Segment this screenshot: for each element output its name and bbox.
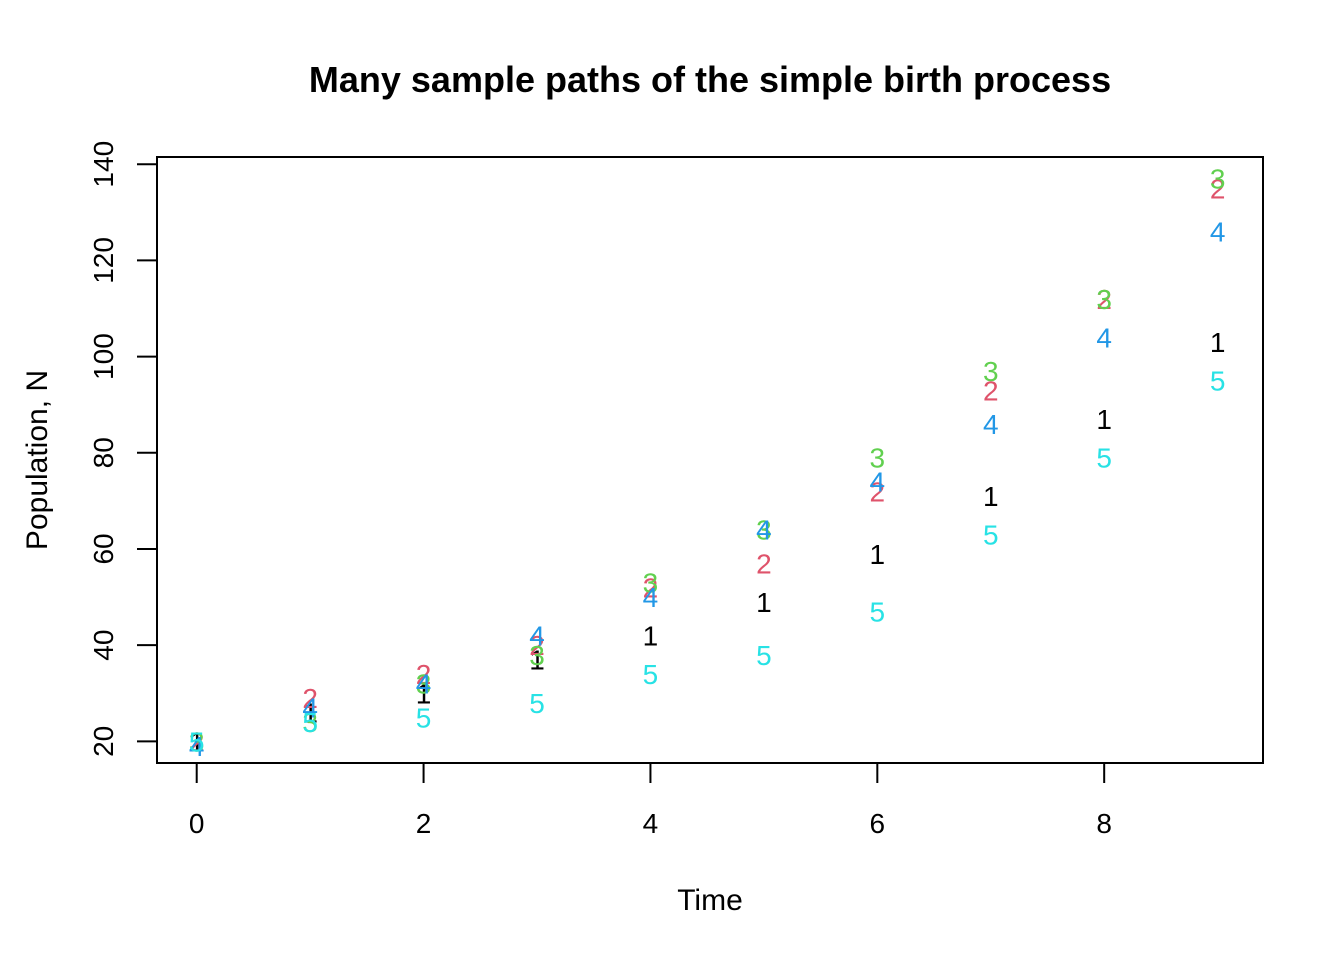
y-tick-label: 120 <box>88 237 119 284</box>
data-point: 1 <box>643 621 659 652</box>
data-point: 2 <box>189 726 205 757</box>
data-point: 1 <box>189 726 205 757</box>
data-point: 2 <box>1210 173 1226 204</box>
x-tick-label: 4 <box>643 808 659 839</box>
data-point: 5 <box>643 659 659 690</box>
data-points: 1111111111222222222233333333334444444444… <box>189 164 1226 763</box>
data-point: 1 <box>870 539 886 570</box>
data-point: 2 <box>983 375 999 406</box>
data-point: 1 <box>1210 327 1226 358</box>
x-axis-label: Time <box>677 884 743 917</box>
data-point: 3 <box>983 356 999 387</box>
data-point: 3 <box>1096 284 1112 315</box>
data-point: 3 <box>870 443 886 474</box>
y-tick-label: 100 <box>88 333 119 380</box>
data-point: 3 <box>302 707 318 738</box>
x-axis: 0 2 4 6 8 <box>189 762 1112 839</box>
data-point: 4 <box>870 467 886 498</box>
data-point: 5 <box>189 726 205 757</box>
data-point: 3 <box>189 726 205 757</box>
x-tick-label: 8 <box>1096 808 1112 839</box>
data-point: 1 <box>756 587 772 618</box>
data-point: 5 <box>302 707 318 738</box>
data-point: 3 <box>416 669 432 700</box>
data-point: 2 <box>870 476 886 507</box>
data-point: 3 <box>1210 164 1226 195</box>
data-point: 5 <box>529 688 545 719</box>
data-point: 4 <box>756 515 772 546</box>
x-tick-label: 6 <box>870 808 886 839</box>
series-3: 3 3 3 3 3 3 3 3 3 3 <box>189 164 1226 758</box>
x-tick-label: 0 <box>189 808 205 839</box>
data-point: 2 <box>302 683 318 714</box>
data-point: 5 <box>1210 366 1226 397</box>
y-tick-label: 140 <box>88 141 119 188</box>
y-tick-label: 60 <box>88 533 119 564</box>
data-point: 1 <box>529 645 545 676</box>
data-point: 3 <box>756 515 772 546</box>
chart-title: Many sample paths of the simple birth pr… <box>309 59 1111 100</box>
series-4: 4 4 4 4 4 4 4 4 4 4 <box>189 217 1226 763</box>
y-axis: 20 40 60 80 100 120 140 <box>88 141 158 757</box>
data-point: 5 <box>983 520 999 551</box>
data-point: 5 <box>870 597 886 628</box>
data-point: 4 <box>1210 217 1226 248</box>
y-tick-label: 20 <box>88 726 119 757</box>
series-1: 1 1 1 1 1 1 1 1 1 1 <box>189 327 1226 757</box>
data-point: 5 <box>416 702 432 733</box>
data-point: 1 <box>1096 404 1112 435</box>
data-point: 4 <box>529 621 545 652</box>
data-point: 1 <box>302 698 318 729</box>
x-tick-label: 2 <box>416 808 432 839</box>
data-point: 2 <box>1096 284 1112 315</box>
data-point: 4 <box>983 409 999 440</box>
data-point: 3 <box>643 568 659 599</box>
data-point: 4 <box>302 693 318 724</box>
data-point: 1 <box>983 481 999 512</box>
data-point: 2 <box>756 548 772 579</box>
data-point: 5 <box>756 640 772 671</box>
y-tick-label: 40 <box>88 630 119 661</box>
data-point: 4 <box>1096 322 1112 353</box>
series-2: 2 2 2 2 2 2 2 2 2 2 <box>189 173 1226 757</box>
y-tick-label: 80 <box>88 437 119 468</box>
data-point: 5 <box>1096 443 1112 474</box>
data-point: 2 <box>529 630 545 661</box>
data-point: 4 <box>189 731 205 762</box>
data-point: 3 <box>529 640 545 671</box>
data-point: 2 <box>643 572 659 603</box>
y-axis-label: Population, N <box>21 370 54 550</box>
data-point: 2 <box>416 659 432 690</box>
data-point: 4 <box>643 582 659 613</box>
data-point: 4 <box>416 669 432 700</box>
data-point: 1 <box>416 678 432 709</box>
series-5: 5 5 5 5 5 5 5 5 5 5 <box>189 366 1226 758</box>
